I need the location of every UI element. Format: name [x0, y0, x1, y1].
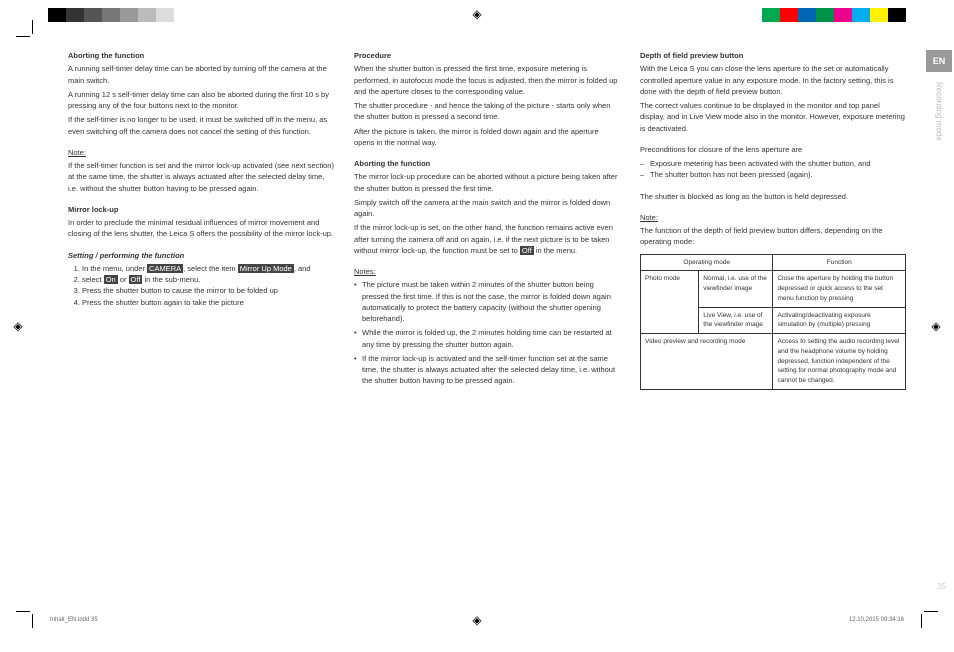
- heading-dof: Depth of field preview button: [640, 50, 906, 61]
- color-swatch: [762, 8, 780, 22]
- cell: Video preview and recording mode: [641, 334, 773, 390]
- cell: Access to setting the audio recording le…: [773, 334, 906, 390]
- body-text: With the Leica S you can close the lens …: [640, 63, 906, 97]
- cell: Activating/deactivating exposure simulat…: [773, 307, 906, 334]
- color-swatch: [174, 8, 192, 22]
- body-text: A running 12 s self-timer delay time can…: [68, 89, 334, 112]
- notes-heading: Notes:: [354, 266, 620, 277]
- th-function: Function: [773, 254, 906, 271]
- body-text: After the picture is taken, the mirror i…: [354, 126, 620, 149]
- color-swatch: [102, 8, 120, 22]
- crop-mark: [16, 36, 30, 37]
- page-content: Aborting the function A running self-tim…: [68, 50, 906, 592]
- page-number: 35: [937, 581, 946, 592]
- mode-function-table: Operating mode Function Photo mode Norma…: [640, 254, 906, 390]
- crop-mark: [924, 611, 938, 612]
- footer-timestamp: 12.10.2015 09:34:16: [849, 616, 904, 624]
- column-2: Procedure When the shutter button is pre…: [354, 50, 620, 592]
- body-text: The shutter is blocked as long as the bu…: [640, 191, 906, 202]
- list-item: The shutter button has not been pressed …: [640, 169, 906, 180]
- registration-mark-left: ◈: [12, 320, 24, 332]
- step-item: select On or Off in the sub-menu.: [82, 274, 334, 285]
- registration-mark-top: ◈: [471, 8, 483, 20]
- crop-mark: [16, 611, 30, 612]
- color-swatch: [906, 8, 924, 22]
- body-text: When the shutter button is pressed the f…: [354, 63, 620, 97]
- table-header-row: Operating mode Function: [641, 254, 906, 271]
- registration-mark-right: ◈: [930, 320, 942, 332]
- note-item: If the mirror lock-up is activated and t…: [354, 353, 620, 387]
- color-swatch: [780, 8, 798, 22]
- cell: Photo mode: [641, 271, 699, 334]
- cell: Live View, i.e. use of the viewfinder im…: [699, 307, 773, 334]
- body-text: Preconditions for closure of the lens ap…: [640, 144, 906, 155]
- color-swatch: [84, 8, 102, 22]
- body-text: If the mirror lock-up is set, on the oth…: [354, 222, 620, 256]
- note-item: The picture must be taken within 2 minut…: [354, 279, 620, 324]
- body-text: If the self-timer is no longer to be use…: [68, 114, 334, 137]
- step-item: Press the shutter button again to take t…: [82, 297, 334, 308]
- note-heading: Note:: [640, 212, 906, 223]
- column-3: Depth of field preview button With the L…: [640, 50, 906, 592]
- heading-abort: Aborting the function: [68, 50, 334, 61]
- print-footer: Inhalt_EN.indd 35 12.10.2015 09:34:16: [50, 616, 904, 624]
- note-item: While the mirror is folded up, the 2 min…: [354, 327, 620, 350]
- body-text: In order to preclude the minimal residua…: [68, 217, 334, 240]
- cell: Normal, i.e. use of the viewfinder image: [699, 271, 773, 307]
- table-row: Photo mode Normal, i.e. use of the viewf…: [641, 271, 906, 307]
- color-swatch: [816, 8, 834, 22]
- th-mode: Operating mode: [641, 254, 773, 271]
- table-row: Video preview and recording mode Access …: [641, 334, 906, 390]
- body-text: The mirror lock-up procedure can be abor…: [354, 171, 620, 194]
- cell: Close the aperture by holding the button…: [773, 271, 906, 307]
- list-item: Exposure metering has been activated wit…: [640, 158, 906, 169]
- color-swatch: [834, 8, 852, 22]
- section-label: Recording mode: [933, 82, 944, 141]
- body-text: The shutter procedure - and hence the ta…: [354, 100, 620, 123]
- crop-mark: [32, 20, 33, 34]
- lang-badge: EN: [926, 50, 952, 72]
- step-item: Press the shutter button to cause the mi…: [82, 285, 334, 296]
- note-text: The function of the depth of field previ…: [640, 225, 906, 248]
- footer-filename: Inhalt_EN.indd 35: [50, 616, 98, 624]
- notes-list: The picture must be taken within 2 minut…: [354, 279, 620, 386]
- color-swatch: [156, 8, 174, 22]
- heading-mirror: Mirror lock-up: [68, 204, 334, 215]
- note-text: If the self-timer function is set and th…: [68, 160, 334, 194]
- steps-list: In the menu, under CAMERA, select the it…: [82, 263, 334, 308]
- crop-mark: [32, 614, 33, 628]
- step-item: In the menu, under CAMERA, select the it…: [82, 263, 334, 274]
- heading-setting: Setting / performing the function: [68, 250, 334, 261]
- note-heading: Note:: [68, 147, 334, 158]
- precondition-list: Exposure metering has been activated wit…: [640, 158, 906, 181]
- color-swatch: [48, 8, 66, 22]
- body-text: A running self-timer delay time can be a…: [68, 63, 334, 86]
- color-swatch: [888, 8, 906, 22]
- color-swatch: [852, 8, 870, 22]
- body-text: The correct values continue to be displa…: [640, 100, 906, 134]
- color-swatch: [870, 8, 888, 22]
- heading-abort2: Aborting the function: [354, 158, 620, 169]
- color-swatch: [138, 8, 156, 22]
- heading-procedure: Procedure: [354, 50, 620, 61]
- crop-mark: [921, 614, 922, 628]
- body-text: Simply switch off the camera at the main…: [354, 197, 620, 220]
- column-1: Aborting the function A running self-tim…: [68, 50, 334, 592]
- side-tab: EN Recording mode: [924, 50, 954, 280]
- color-swatch: [120, 8, 138, 22]
- color-swatch: [798, 8, 816, 22]
- color-swatch: [66, 8, 84, 22]
